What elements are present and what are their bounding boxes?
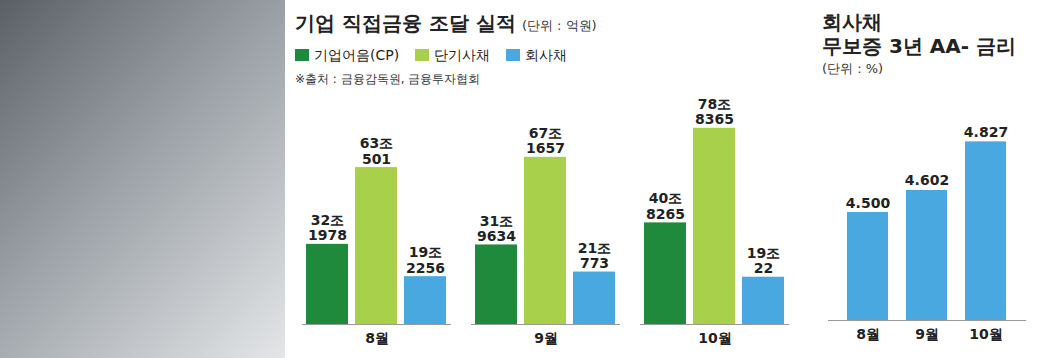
svg-text:10월: 10월 bbox=[698, 330, 731, 346]
svg-text:19조22: 19조22 bbox=[747, 245, 780, 276]
html-text:단기사채: 단기사채 bbox=[434, 47, 491, 63]
svg-text:32조1978: 32조1978 bbox=[308, 212, 347, 243]
html-text:※출처 : 금융감독원, 금융투자협회: ※출처 : 금융감독원, 금융투자협회 bbox=[295, 72, 481, 86]
html-text:회사채: 회사채 bbox=[822, 10, 882, 34]
svg-text:31조9634: 31조9634 bbox=[477, 213, 516, 244]
svg-text:21조773: 21조773 bbox=[578, 240, 611, 271]
html-text:(단위 : %): (단위 : %) bbox=[822, 61, 884, 76]
svg-text:19조2256: 19조2256 bbox=[406, 244, 445, 275]
html-text:기업어음(CP): 기업어음(CP) bbox=[314, 47, 400, 63]
svg-text:40조8265: 40조8265 bbox=[646, 190, 685, 221]
svg-text:9월: 9월 bbox=[915, 326, 939, 342]
svg-text:8월: 8월 bbox=[856, 326, 880, 342]
svg-text:4.500: 4.500 bbox=[846, 195, 891, 211]
html-text:회사채: 회사채 bbox=[525, 47, 568, 63]
html-text:무보증 3년 AA- 금리: 무보증 3년 AA- 금리 bbox=[822, 34, 1017, 58]
svg-text:4.827: 4.827 bbox=[964, 124, 1008, 140]
svg-text:67조1657: 67조1657 bbox=[526, 125, 565, 156]
svg-text:78조8365: 78조8365 bbox=[695, 96, 734, 127]
svg-text:4.602: 4.602 bbox=[905, 172, 949, 188]
svg-text:10월: 10월 bbox=[969, 326, 1002, 342]
svg-text:9월: 9월 bbox=[534, 330, 558, 346]
svg-text:63조501: 63조501 bbox=[360, 135, 393, 166]
html-text:기업 직접금융 조달 실적 (단위 : 억원): 기업 직접금융 조달 실적 (단위 : 억원) bbox=[295, 11, 597, 35]
svg-text:8월: 8월 bbox=[365, 330, 389, 346]
